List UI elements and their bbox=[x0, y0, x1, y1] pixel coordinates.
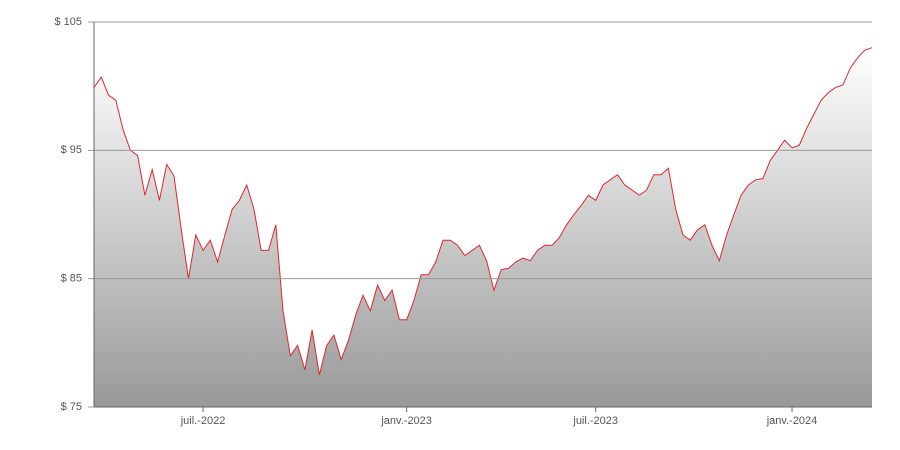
line bbox=[93, 47, 873, 376]
y-tick-label: $ 105 bbox=[54, 16, 82, 28]
y-tick-label: $ 95 bbox=[61, 144, 82, 156]
x-tick-label: juil.-2023 bbox=[572, 415, 618, 427]
y-tick-label: $ 75 bbox=[61, 401, 82, 413]
x-tick-label: juil.-2022 bbox=[180, 415, 226, 427]
area bbox=[94, 47, 872, 407]
y-tick-label: $ 85 bbox=[61, 273, 82, 285]
x-tick-label: janv.-2024 bbox=[766, 415, 818, 427]
x-tick-label: janv.-2023 bbox=[380, 415, 432, 427]
